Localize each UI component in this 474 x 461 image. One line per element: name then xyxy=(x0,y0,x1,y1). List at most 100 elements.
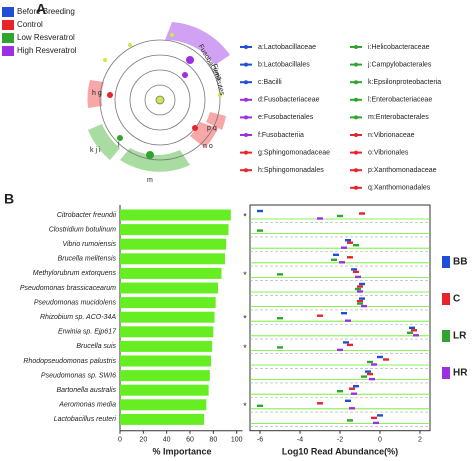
clade-label: Firmicutes xyxy=(210,63,225,96)
taxon-marker xyxy=(354,62,358,67)
bar xyxy=(120,355,211,367)
abundance-mark xyxy=(377,414,383,417)
abundance-mark xyxy=(353,385,359,388)
abundance-mark xyxy=(355,275,361,279)
taxon-label: d:Fusobacteriaceae xyxy=(258,97,320,104)
x-axis-label: Log10 Read Abundance(%) xyxy=(282,446,398,456)
taxon-marker xyxy=(354,80,358,85)
legend-label: C xyxy=(453,294,460,305)
abundance-mark xyxy=(257,404,263,407)
taxon-label: p:Xanthomonadaceae xyxy=(368,167,437,174)
taxon-label: i:Helicobacteraceae xyxy=(368,44,430,51)
clade-label: h g xyxy=(92,90,102,97)
y-tick-label: Methylorubrum extorquens xyxy=(33,270,117,277)
taxon-marker xyxy=(244,45,248,49)
legend-swatch xyxy=(442,367,450,379)
y-tick-label: Pseudomonas sp. SWI6 xyxy=(41,372,116,379)
x-tick-label: -6 xyxy=(257,437,263,444)
panel-label: A xyxy=(36,1,46,17)
bar xyxy=(120,384,209,396)
taxon-marker xyxy=(354,185,358,190)
taxon-label: m:Enterobacterales xyxy=(368,114,429,121)
bar xyxy=(120,267,222,279)
y-tick-label: Lactobacillus reuteri xyxy=(54,416,117,423)
taxon-marker xyxy=(354,168,358,173)
taxon-label: l:Enterobacteriaceae xyxy=(368,97,432,104)
abundance-mark xyxy=(349,387,355,390)
taxon-marker xyxy=(244,80,248,85)
abundance-mark xyxy=(343,341,349,344)
x-tick-label: 0 xyxy=(118,437,122,444)
taxon-label: q:Xanthomonadales xyxy=(368,185,431,192)
abundance-mark xyxy=(357,299,363,303)
abundance-mark xyxy=(347,343,353,347)
abundance-mark xyxy=(339,261,345,264)
y-tick-label: Pseudomonas brassicacearum xyxy=(20,285,116,292)
abundance-mark xyxy=(383,358,389,361)
clade-label: m xyxy=(147,177,153,184)
bar xyxy=(120,209,231,221)
bar xyxy=(120,238,227,250)
abundance-mark xyxy=(365,370,371,373)
significance-marker: * xyxy=(243,401,247,411)
abundance-mark xyxy=(349,407,355,410)
x-tick-label: 80 xyxy=(209,437,217,444)
abundance-mark xyxy=(257,229,263,232)
taxon-marker xyxy=(354,97,358,102)
taxon-label: g:Sphingomonadaceae xyxy=(258,149,330,156)
x-tick-label: 100 xyxy=(231,437,243,444)
taxon-marker xyxy=(244,97,248,102)
abundance-mark xyxy=(357,302,363,305)
legend-label: BB xyxy=(453,257,467,268)
bar xyxy=(120,413,204,425)
abundance-mark xyxy=(361,375,367,378)
x-tick-label: 60 xyxy=(186,437,194,444)
cladogram xyxy=(87,22,230,172)
bar xyxy=(120,370,210,382)
taxon-label: b:Lactobacillales xyxy=(258,61,310,68)
bar xyxy=(120,253,225,265)
legend-swatch xyxy=(442,256,450,268)
abundance-mark xyxy=(317,314,323,317)
legend-swatch xyxy=(2,33,14,43)
taxon-label: e:Fusobacteriales xyxy=(258,114,314,121)
abundance-mark xyxy=(357,285,363,288)
panel-label: B xyxy=(4,191,14,207)
bar xyxy=(120,340,213,352)
taxon-marker xyxy=(354,150,358,155)
y-tick-label: Brucella suis xyxy=(76,343,116,350)
legend-label: HR xyxy=(453,368,468,379)
legend-swatch xyxy=(442,293,450,305)
legend-label: Control xyxy=(17,20,43,29)
abundance-mark xyxy=(347,241,353,244)
abundance-mark xyxy=(317,402,323,405)
abundance-mark xyxy=(357,290,363,293)
abundance-mark xyxy=(407,331,413,334)
clade-label: n o xyxy=(203,143,213,150)
y-tick-label: Vibrio rumoiensis xyxy=(62,241,116,248)
significance-marker: * xyxy=(243,314,247,324)
abundance-mark xyxy=(377,355,383,359)
legend-swatch xyxy=(442,330,450,342)
abundance-mark xyxy=(351,268,357,271)
x-tick-label: -2 xyxy=(337,437,343,444)
clade-label: k j i xyxy=(90,147,101,154)
taxon-label: h:Sphingomonadales xyxy=(258,167,324,174)
x-tick-label: 2 xyxy=(418,437,422,444)
abundance-mark xyxy=(347,256,353,259)
bar xyxy=(120,399,207,411)
abundance-mark xyxy=(371,363,377,366)
x-tick-label: 20 xyxy=(139,437,147,444)
abundance-mark xyxy=(345,239,351,242)
abundance-mark xyxy=(413,334,419,337)
abundance-mark xyxy=(359,297,365,300)
taxon-marker xyxy=(244,115,248,120)
y-tick-label: Clostridium botulinum xyxy=(49,226,116,233)
abundance-mark xyxy=(351,392,357,395)
abundance-mark xyxy=(333,253,339,256)
y-tick-label: Rhizobium sp. ACO-34A xyxy=(40,314,116,321)
abundance-mark xyxy=(369,377,375,381)
x-tick-label: 0 xyxy=(378,437,382,444)
taxon-marker xyxy=(244,62,248,67)
